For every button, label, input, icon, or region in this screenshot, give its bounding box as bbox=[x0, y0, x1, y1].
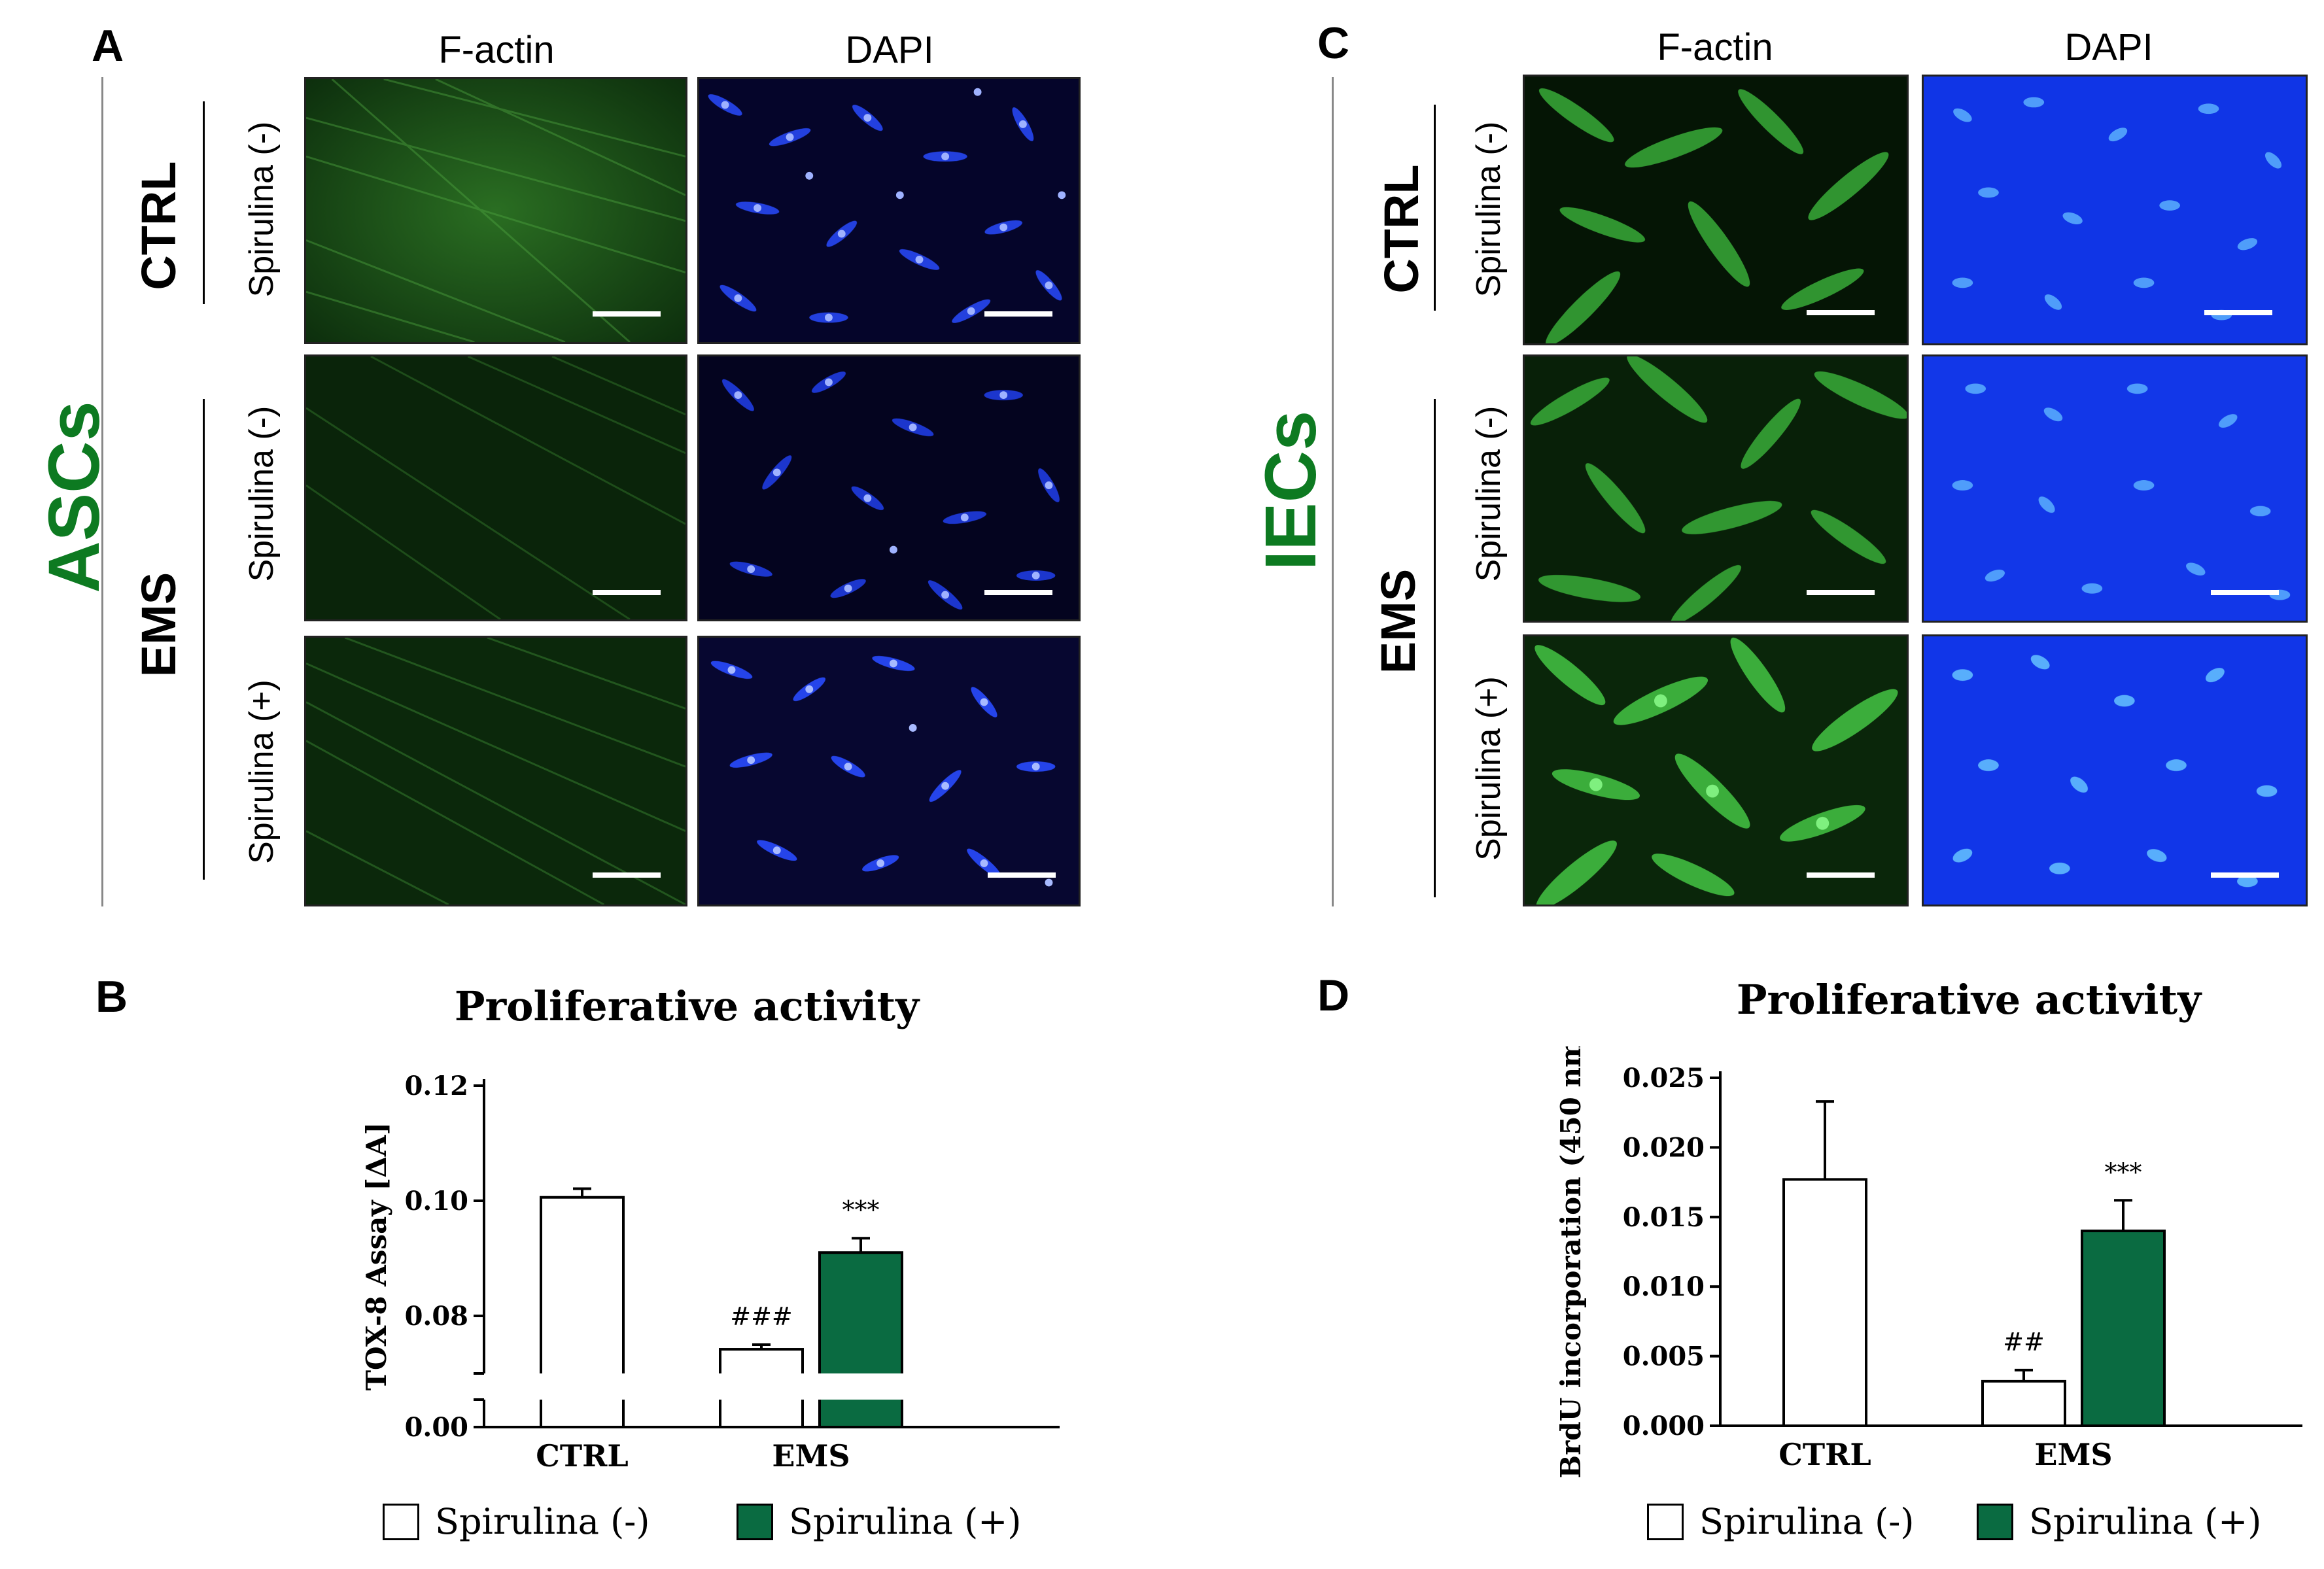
panel-b-y-axis-label: TOX-8 Assay [ΔA] bbox=[360, 1122, 392, 1391]
panel-c-ems-neg-factin-scalebar bbox=[1807, 590, 1875, 595]
panel-c-row3-treatment: Spirulina (+) bbox=[1470, 676, 1508, 861]
panel-c-row1-treatment: Spirulina (-) bbox=[1470, 121, 1508, 298]
panel-d-x-label-ems: EMS bbox=[2034, 1437, 2112, 1472]
panel-d-annotation-ems-neg: ## bbox=[2003, 1328, 2045, 1356]
panel-a-ems-pos-dapi-scalebar bbox=[988, 872, 1056, 878]
panel-c-left-rule bbox=[1332, 77, 1334, 906]
panel-b-legend-neg-swatch bbox=[383, 1503, 419, 1540]
panel-b-chart: 0.00 0.08 0.10 0.12 TOX-8 Assay [ΔA] CTRL EMS #… bbox=[360, 1071, 1060, 1474]
panel-d-ytick-label-2: 0.010 bbox=[1623, 1271, 1705, 1302]
panel-c-ctrl-neg-factin-image bbox=[1523, 75, 1909, 345]
panel-b-title: Proliferative activity bbox=[454, 982, 920, 1030]
panel-d-bar-ems-pos bbox=[2081, 1230, 2166, 1427]
panel-c-ctrl-rule bbox=[1434, 105, 1436, 311]
panel-c-ems-pos-factin-scalebar bbox=[1807, 872, 1875, 878]
panel-c-ems-neg-factin-image bbox=[1523, 354, 1909, 623]
panel-a-ems-neg-factin-image bbox=[304, 354, 687, 621]
panel-b-legend-pos: Spirulina (+) bbox=[737, 1501, 1021, 1542]
panel-a-left-rule bbox=[101, 77, 103, 906]
panel-b-bar-ems-pos bbox=[818, 1251, 903, 1428]
panel-c-cell-type: IECs bbox=[1251, 410, 1331, 571]
panel-c-factin-header: F-actin bbox=[1657, 26, 1773, 69]
panel-a-ems-neg-factin-scalebar bbox=[593, 590, 661, 595]
panel-b-ytick-label-3: 0.12 bbox=[405, 1071, 468, 1101]
panel-d-chart: 0.000 0.005 0.010 0.015 0.020 0.025 BrdU incor… bbox=[1555, 1046, 2302, 1478]
panel-c-ems-neg-dapi-scalebar bbox=[2211, 590, 2279, 595]
panel-d-ytick-label-3: 0.015 bbox=[1623, 1202, 1705, 1233]
panel-b-annotation-ems-pos: *** bbox=[842, 1196, 880, 1224]
panel-a-ctrl-neg-dapi-image bbox=[697, 77, 1081, 344]
panel-c-ctrl-neg-dapi-scalebar bbox=[2204, 310, 2272, 315]
panel-a-ems-rule bbox=[203, 399, 205, 880]
panel-c-ems-pos-factin-image bbox=[1523, 634, 1909, 906]
panel-d-legend-pos-swatch bbox=[1977, 1503, 2013, 1540]
panel-b-legend-neg: Spirulina (-) bbox=[383, 1501, 650, 1542]
panel-d-ytick-label-1: 0.005 bbox=[1623, 1341, 1705, 1372]
panel-d-bar-ctrl-neg bbox=[1782, 1178, 1867, 1427]
panel-d-ytick-label-0: 0.000 bbox=[1623, 1411, 1705, 1441]
panel-d-annotation-ems-pos: *** bbox=[2105, 1158, 2142, 1186]
panel-c-ctrl-neg-dapi-image bbox=[1922, 75, 2308, 345]
panel-b-ytick-label-0: 0.00 bbox=[405, 1412, 468, 1443]
panel-a-ems-neg-dapi-scalebar bbox=[984, 590, 1052, 595]
panel-d-x-label-ctrl: CTRL bbox=[1778, 1437, 1871, 1472]
panel-b-ytick-label-1: 0.08 bbox=[405, 1301, 468, 1332]
panel-c-ems-pos-dapi-image bbox=[1922, 634, 2308, 906]
panel-b-axis-break bbox=[458, 1373, 1060, 1400]
panel-a-ems-pos-factin-image bbox=[304, 636, 687, 906]
panel-c-ems-label: EMS bbox=[1371, 568, 1425, 674]
panel-d-legend-neg-swatch bbox=[1647, 1503, 1684, 1540]
panel-b-x-label-ctrl: CTRL bbox=[536, 1438, 628, 1474]
panel-a-ems-neg-dapi-image bbox=[697, 354, 1081, 621]
panel-d-legend-neg: Spirulina (-) bbox=[1647, 1501, 1914, 1542]
panel-b-annotation-ems-neg: ### bbox=[730, 1302, 793, 1331]
panel-d-bar-ems-neg bbox=[1981, 1379, 2066, 1427]
panel-b-legend-pos-label: Spirulina (+) bbox=[789, 1501, 1022, 1542]
panel-a-ctrl-neg-dapi-scalebar bbox=[984, 311, 1052, 317]
panel-d-legend-pos-label: Spirulina (+) bbox=[2029, 1501, 2262, 1542]
panel-c-dapi-header: DAPI bbox=[2064, 26, 2153, 69]
panel-a-cell-type: ASCs bbox=[34, 401, 114, 593]
panel-c-ems-pos-dapi-scalebar bbox=[2211, 872, 2279, 878]
panel-c-row2-treatment: Spirulina (-) bbox=[1470, 405, 1508, 582]
panel-c-ctrl-label: CTRL bbox=[1374, 164, 1429, 294]
panel-d-letter: D bbox=[1317, 971, 1350, 1020]
panel-a-ctrl-neg-factin-scalebar bbox=[593, 311, 661, 317]
panel-a-row3-treatment: Spirulina (+) bbox=[243, 680, 281, 864]
panel-d-title: Proliferative activity bbox=[1736, 976, 2202, 1024]
panel-b-legend-pos-swatch bbox=[737, 1503, 773, 1540]
panel-b-legend-neg-label: Spirulina (-) bbox=[435, 1501, 650, 1542]
panel-a-ems-label: EMS bbox=[131, 572, 186, 678]
panel-a-ctrl-label: CTRL bbox=[131, 161, 186, 290]
panel-a-ctrl-neg-factin-image bbox=[304, 77, 687, 344]
panel-b-x-label-ems: EMS bbox=[772, 1438, 850, 1474]
panel-a-row2-treatment: Spirulina (-) bbox=[243, 405, 281, 582]
panel-c-ctrl-neg-factin-scalebar bbox=[1807, 310, 1875, 315]
panel-b-ytick-label-2: 0.10 bbox=[405, 1186, 468, 1216]
panel-a-ctrl-rule bbox=[203, 101, 205, 304]
panel-a-factin-header: F-actin bbox=[438, 29, 555, 71]
panel-c-ems-rule bbox=[1434, 399, 1436, 897]
panel-b-letter: B bbox=[95, 972, 128, 1022]
panel-d-legend-neg-label: Spirulina (-) bbox=[1699, 1501, 1915, 1542]
panel-a-ems-pos-factin-scalebar bbox=[593, 872, 661, 878]
panel-d-legend-pos: Spirulina (+) bbox=[1977, 1501, 2261, 1542]
panel-d-ytick-label-4: 0.020 bbox=[1623, 1132, 1705, 1163]
panel-a-row1-treatment: Spirulina (-) bbox=[243, 121, 281, 298]
panel-a-letter: A bbox=[92, 21, 124, 71]
panel-a-ems-pos-dapi-image bbox=[697, 636, 1081, 906]
panel-d-y-axis-label: BrdU incorporation (450 nm) bbox=[1555, 1046, 1587, 1478]
panel-c-ems-neg-dapi-image bbox=[1922, 354, 2308, 623]
panel-d-ytick-label-5: 0.025 bbox=[1623, 1063, 1705, 1094]
panel-a-dapi-header: DAPI bbox=[845, 29, 934, 71]
panel-c-letter: C bbox=[1317, 18, 1350, 68]
